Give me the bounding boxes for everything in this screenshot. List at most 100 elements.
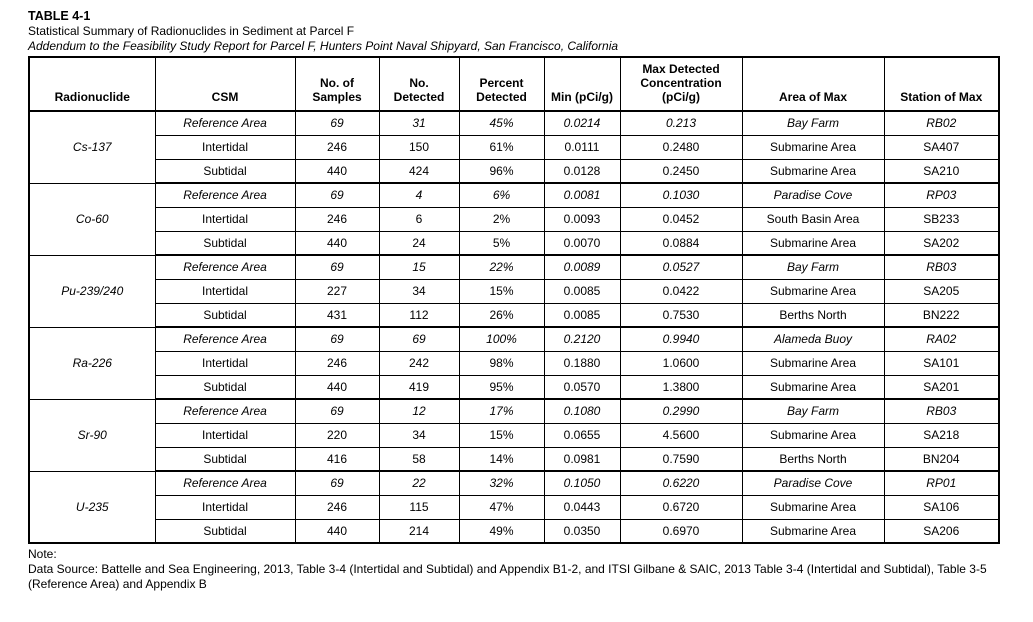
table-row: Sr-90 Reference Area 69 12 17% 0.1080 0.…	[28, 398, 1000, 472]
table-row: Subtidal 440 24 5% 0.0070 0.0884 Submari…	[29, 230, 1000, 256]
samples-cell: 69	[294, 470, 380, 496]
area-cell: Submarine Area	[741, 518, 885, 544]
min-cell: 0.0128	[543, 158, 621, 184]
table-row: Co-60 Reference Area 69 4 6% 0.0081 0.10…	[28, 182, 1000, 256]
table-header: Radionuclide CSM No. of Samples No. Dete…	[28, 56, 1000, 112]
station-cell: SB233	[883, 206, 1000, 232]
max-cell: 0.0527	[619, 254, 743, 280]
radionuclide-cell: Ra-226	[28, 326, 156, 400]
max-cell: 0.0422	[619, 278, 743, 304]
table-row: Ra-226 Reference Area 69 69 100% 0.2120 …	[28, 326, 1000, 400]
station-cell: RB03	[883, 254, 1000, 280]
area-cell: Berths North	[741, 302, 885, 328]
min-cell: 0.1050	[543, 470, 621, 496]
csm-cell: Subtidal	[154, 374, 296, 400]
col-header-no-detected: No. Detected	[378, 56, 460, 112]
col-header-max-detected-concentration: Max Detected Concentration (pCi/g)	[619, 56, 743, 112]
radionuclide-cell: Pu-239/240	[28, 254, 156, 328]
min-cell: 0.0085	[543, 302, 621, 328]
area-cell: Submarine Area	[741, 134, 885, 160]
max-cell: 0.6970	[619, 518, 743, 544]
station-cell: SA210	[883, 158, 1000, 184]
percent-cell: 6%	[458, 182, 545, 208]
document-page: TABLE 4-1 Statistical Summary of Radionu…	[28, 9, 1023, 592]
min-cell: 0.0089	[543, 254, 621, 280]
samples-cell: 440	[294, 230, 380, 256]
min-cell: 0.0443	[543, 494, 621, 520]
header-row: Radionuclide CSM No. of Samples No. Dete…	[28, 56, 1000, 112]
detected-cell: 69	[378, 326, 460, 352]
detected-cell: 112	[378, 302, 460, 328]
samples-cell: 227	[294, 278, 380, 304]
max-cell: 0.2990	[619, 398, 743, 424]
csm-cell: Subtidal	[154, 158, 296, 184]
max-cell: 0.6720	[619, 494, 743, 520]
table-row: Subtidal 440 424 96% 0.0128 0.2450 Subma…	[29, 158, 1000, 184]
table-row: Pu-239/240 Reference Area 69 15 22% 0.00…	[28, 254, 1000, 328]
detected-cell: 115	[378, 494, 460, 520]
csm-cell: Intertidal	[154, 278, 296, 304]
area-cell: Submarine Area	[741, 158, 885, 184]
detected-cell: 419	[378, 374, 460, 400]
station-cell: SA206	[883, 518, 1000, 544]
radionuclide-summary-table: Radionuclide CSM No. of Samples No. Dete…	[28, 56, 1000, 544]
area-cell: Paradise Cove	[741, 182, 885, 208]
detected-cell: 58	[378, 446, 460, 472]
table-row: Subtidal 431 112 26% 0.0085 0.7530 Berth…	[29, 302, 1000, 328]
area-cell: Bay Farm	[741, 398, 885, 424]
min-cell: 0.0655	[543, 422, 621, 448]
detected-cell: 34	[378, 278, 460, 304]
area-cell: Bay Farm	[741, 110, 885, 136]
min-cell: 0.0570	[543, 374, 621, 400]
radionuclide-cell: Cs-137	[28, 110, 156, 184]
station-cell: SA201	[883, 374, 1000, 400]
table-row: Intertidal 246 242 98% 0.1880 1.0600 Sub…	[29, 350, 1000, 376]
area-cell: Submarine Area	[741, 422, 885, 448]
csm-cell: Reference Area	[154, 470, 296, 496]
detected-cell: 15	[378, 254, 460, 280]
table-row: Intertidal 220 34 15% 0.0655 4.5600 Subm…	[29, 422, 1000, 448]
area-cell: Berths North	[741, 446, 885, 472]
samples-cell: 69	[294, 398, 380, 424]
max-cell: 1.0600	[619, 350, 743, 376]
station-cell: BN204	[883, 446, 1000, 472]
radionuclide-cell: Co-60	[28, 182, 156, 256]
footnote: Note: Data Source: Battelle and Sea Engi…	[28, 547, 1023, 592]
percent-cell: 15%	[458, 278, 545, 304]
station-cell: RP01	[883, 470, 1000, 496]
station-cell: BN222	[883, 302, 1000, 328]
min-cell: 0.0214	[543, 110, 621, 136]
area-cell: Submarine Area	[741, 230, 885, 256]
samples-cell: 246	[294, 134, 380, 160]
percent-cell: 95%	[458, 374, 545, 400]
samples-cell: 220	[294, 422, 380, 448]
csm-cell: Reference Area	[154, 398, 296, 424]
min-cell: 0.0093	[543, 206, 621, 232]
csm-cell: Intertidal	[154, 350, 296, 376]
table-row: Cs-137 Reference Area 69 31 45% 0.0214 0…	[28, 110, 1000, 184]
col-header-area-of-max: Area of Max	[741, 56, 885, 112]
percent-cell: 5%	[458, 230, 545, 256]
csm-cell: Intertidal	[154, 494, 296, 520]
csm-cell: Intertidal	[154, 134, 296, 160]
max-cell: 0.6220	[619, 470, 743, 496]
detected-cell: 242	[378, 350, 460, 376]
samples-cell: 431	[294, 302, 380, 328]
csm-cell: Reference Area	[154, 110, 296, 136]
data-source-text: Data Source: Battelle and Sea Engineerin…	[28, 562, 987, 591]
station-cell: SA202	[883, 230, 1000, 256]
station-cell: SA218	[883, 422, 1000, 448]
table-body: Cs-137 Reference Area 69 31 45% 0.0214 0…	[28, 110, 1000, 544]
col-header-radionuclide: Radionuclide	[28, 56, 156, 112]
max-cell: 4.5600	[619, 422, 743, 448]
samples-cell: 69	[294, 326, 380, 352]
percent-cell: 100%	[458, 326, 545, 352]
station-cell: RB02	[883, 110, 1000, 136]
max-cell: 0.7530	[619, 302, 743, 328]
max-cell: 0.2450	[619, 158, 743, 184]
max-cell: 0.7590	[619, 446, 743, 472]
min-cell: 0.0111	[543, 134, 621, 160]
area-cell: Alameda Buoy	[741, 326, 885, 352]
col-header-percent-detected: Percent Detected	[458, 56, 545, 112]
station-cell: SA407	[883, 134, 1000, 160]
